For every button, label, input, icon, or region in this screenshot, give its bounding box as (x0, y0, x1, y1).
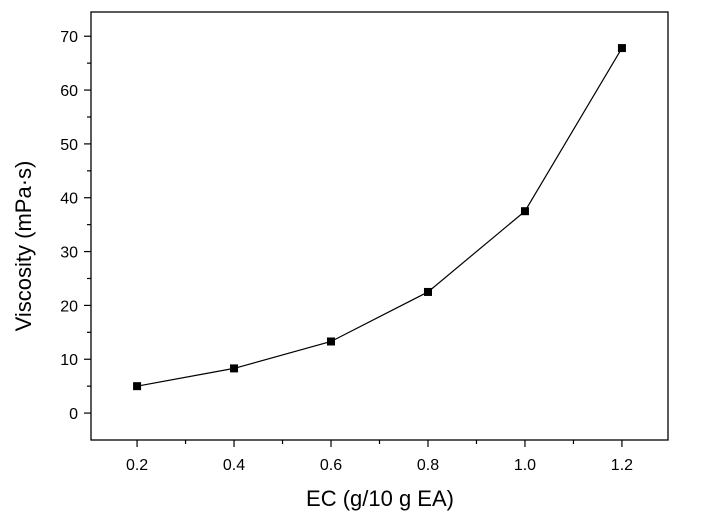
x-tick-label: 0.2 (126, 457, 148, 474)
plot-frame (90, 11, 669, 441)
x-tick-label: 1.2 (611, 457, 633, 474)
x-tick-label: 0.8 (417, 457, 439, 474)
series-line (136, 47, 623, 387)
data-point-marker (230, 364, 239, 373)
data-point-marker (617, 44, 626, 53)
data-point-marker (520, 207, 529, 216)
y-axis-ticks (84, 35, 91, 414)
y-axis-tick-labels: 0 10 20 30 40 50 60 70 (60, 29, 78, 423)
y-tick-label: 50 (60, 137, 78, 154)
series-viscosity (133, 44, 626, 391)
data-point-marker (327, 337, 336, 346)
x-tick-label: 1.0 (514, 457, 536, 474)
y-tick-label: 30 (60, 245, 78, 262)
x-axis-ticks (136, 440, 623, 447)
y-tick-label: 40 (60, 191, 78, 208)
x-tick-label: 0.6 (320, 457, 342, 474)
x-tick-label: 0.4 (223, 457, 245, 474)
y-tick-label: 10 (60, 352, 78, 369)
y-tick-label: 70 (60, 29, 78, 46)
data-point-marker (133, 382, 142, 391)
x-axis-tick-labels: 0.2 0.4 0.6 0.8 1.0 1.2 (126, 457, 633, 474)
y-tick-label: 20 (60, 298, 78, 315)
data-point-marker (423, 287, 432, 296)
y-axis-title: Viscosity (mPa·s) (11, 161, 36, 332)
y-tick-label: 0 (69, 406, 78, 423)
y-tick-label: 60 (60, 83, 78, 100)
x-axis-title: EC (g/10 g EA) (306, 486, 454, 511)
